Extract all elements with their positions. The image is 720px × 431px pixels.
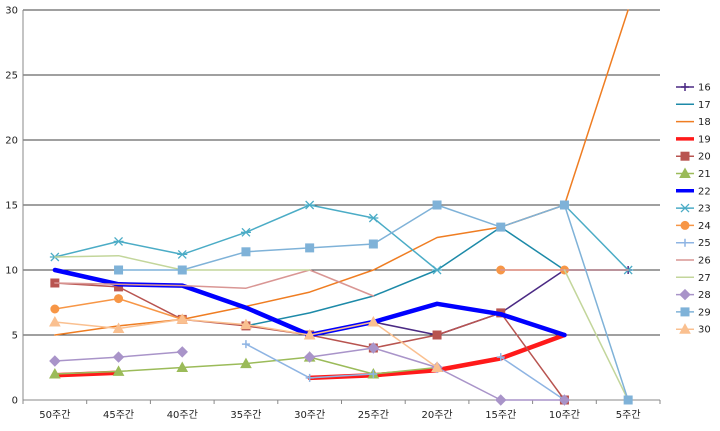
- series-27-line: [563, 269, 629, 401]
- legend-marker-16: [681, 83, 689, 91]
- legend-marker-24: [680, 220, 690, 230]
- y-tick-label: 10: [5, 266, 18, 277]
- legend-label-28: 28: [698, 290, 711, 301]
- legend-label-24: 24: [698, 221, 711, 232]
- series-21-point: [176, 361, 189, 372]
- series-25-line: [500, 356, 566, 401]
- series-30-point: [112, 322, 125, 333]
- legend-label-23: 23: [698, 204, 711, 215]
- legend-label-18: 18: [698, 117, 711, 128]
- series-21-point: [49, 367, 61, 379]
- series-24-point: [114, 294, 124, 304]
- x-tick-label: 40주간: [167, 409, 198, 421]
- x-tick-label: 10주간: [549, 409, 580, 421]
- series-21-point: [112, 365, 125, 376]
- series-23-point: [113, 236, 124, 246]
- series-23-point: [240, 227, 251, 237]
- series-24-point: [50, 304, 60, 314]
- series-29-point: [496, 222, 506, 232]
- series-25-point: [241, 340, 250, 349]
- legend-label-22: 22: [698, 186, 711, 197]
- y-tick-label: 30: [5, 6, 18, 17]
- series-23-line: [563, 204, 629, 271]
- y-tick-label: 25: [5, 71, 18, 82]
- x-tick-label: 25주간: [358, 409, 389, 421]
- x-tick-label: 35주간: [230, 409, 261, 421]
- legend-label-17: 17: [698, 100, 711, 111]
- series-30-point: [303, 328, 316, 340]
- series-25-point: [369, 370, 378, 378]
- series-28-point: [303, 351, 316, 363]
- series-30-point: [176, 313, 189, 324]
- series-25-point: [305, 373, 314, 382]
- series-29-point: [241, 247, 251, 257]
- x-tick-label: 5주간: [616, 409, 641, 421]
- series-30-point: [240, 318, 252, 330]
- legend-marker-23: [680, 203, 690, 213]
- series-23-point: [368, 213, 379, 223]
- legend-marker-21: [679, 167, 691, 178]
- series-30-point: [49, 315, 61, 327]
- series-30-point: [367, 315, 380, 327]
- legend-marker-25: [681, 238, 689, 247]
- legend-label-16: 16: [698, 83, 711, 94]
- series-28-point: [112, 351, 125, 363]
- series-23-point: [177, 249, 188, 259]
- series-29-point: [559, 200, 569, 210]
- x-tick-label: 15주간: [485, 409, 516, 421]
- legend-label-27: 27: [698, 273, 711, 284]
- series-21-point: [240, 357, 252, 369]
- series-23-point: [304, 200, 315, 210]
- y-tick-label: 20: [5, 136, 18, 147]
- series-29-point: [177, 265, 187, 275]
- series-29-point: [368, 239, 378, 249]
- legend-marker-30: [679, 323, 691, 334]
- x-tick-label: 30주간: [294, 409, 325, 421]
- series-28-point: [176, 346, 188, 358]
- series-19-line: [52, 370, 121, 378]
- series-30-point: [431, 361, 443, 372]
- series-20-point: [432, 330, 442, 340]
- y-tick-label: 15: [5, 201, 18, 212]
- y-tick-label: 5: [12, 331, 18, 342]
- series-29-point: [305, 243, 315, 253]
- legend-marker-28: [679, 288, 691, 301]
- legend-marker-20: [680, 151, 690, 161]
- series-29-point: [114, 265, 124, 275]
- series-29-point: [623, 395, 633, 405]
- series-29-point: [432, 200, 442, 210]
- series-28-point: [495, 394, 507, 406]
- series-25-point: [496, 353, 505, 362]
- series-26-line: [54, 269, 375, 297]
- x-tick-label: 20주간: [421, 409, 452, 421]
- x-tick-label: 45주간: [103, 409, 134, 421]
- x-tick-label: 50주간: [39, 409, 70, 421]
- legend-label-19: 19: [698, 134, 711, 145]
- legend-label-20: 20: [698, 152, 711, 163]
- series-28-point: [49, 355, 61, 367]
- series-23-point: [432, 265, 443, 275]
- series-28-point: [367, 342, 380, 354]
- legend-marker-29: [680, 307, 690, 317]
- y-tick-label: 0: [12, 396, 18, 407]
- series-28-point: [558, 394, 571, 406]
- legend-label-26: 26: [698, 256, 711, 267]
- legend-label-30: 30: [698, 325, 711, 336]
- legend-label-21: 21: [698, 169, 711, 180]
- legend-label-25: 25: [698, 238, 711, 249]
- legend-label-29: 29: [698, 307, 711, 318]
